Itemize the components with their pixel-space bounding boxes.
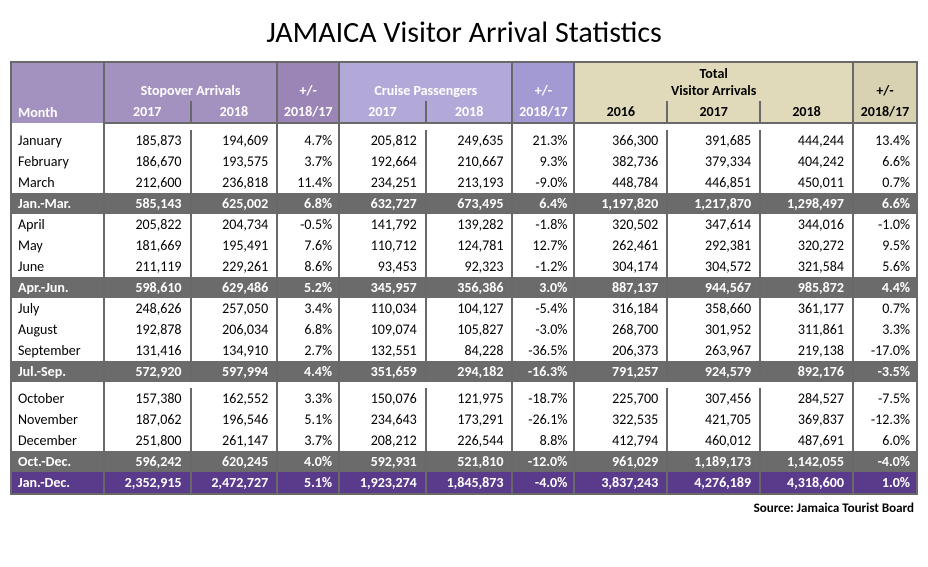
month-cell: Apr.-Jun. xyxy=(11,277,104,298)
col-cruise: Cruise Passengers xyxy=(339,62,512,101)
month-cell: November xyxy=(11,409,104,430)
subtotal-row: Jan.-Mar.585,143625,0026.8%632,727673,49… xyxy=(11,193,917,214)
month-cell: March xyxy=(11,172,104,193)
data-row: August192,878206,0346.8%109,074105,827-3… xyxy=(11,319,917,340)
subtotal-row: Apr.-Jun.598,610629,4865.2%345,957356,38… xyxy=(11,277,917,298)
subtotal-row: Oct.-Dec.596,242620,2454.0%592,931521,81… xyxy=(11,451,917,472)
data-row: November187,062196,5465.1%234,643173,291… xyxy=(11,409,917,430)
page-title: JAMAICA Visitor Arrival Statistics xyxy=(10,14,918,51)
col-total: TotalVisitor Arrivals xyxy=(574,62,853,101)
year-total-row: Jan.-Dec.2,352,9152,472,7275.1%1,923,274… xyxy=(11,472,917,494)
data-row: December251,800261,1473.7%208,212226,544… xyxy=(11,430,917,451)
data-row: July248,626257,0503.4%110,034104,127-5.4… xyxy=(11,298,917,319)
data-row: June211,119229,2618.6%93,45392,323-1.2%3… xyxy=(11,256,917,277)
stats-table: MonthStopover Arrivals+/-Cruise Passenge… xyxy=(10,61,918,495)
col-pm3: +/- xyxy=(853,62,917,101)
month-cell: September xyxy=(11,340,104,361)
month-cell: Jan.-Dec. xyxy=(11,472,104,494)
col-pm1: +/- xyxy=(277,62,339,101)
month-cell: January xyxy=(11,130,104,151)
data-row: March212,600236,81811.4%234,251213,193-9… xyxy=(11,172,917,193)
source-label: Source: Jamaica Tourist Board xyxy=(10,501,918,516)
data-row: September131,416134,9102.7%132,55184,228… xyxy=(11,340,917,361)
col-pm2: +/- xyxy=(512,62,574,101)
month-cell: October xyxy=(11,388,104,409)
month-cell: December xyxy=(11,430,104,451)
month-cell: July xyxy=(11,298,104,319)
data-row: May181,669195,4917.6%110,712124,78112.7%… xyxy=(11,235,917,256)
month-cell: February xyxy=(11,151,104,172)
month-cell: May xyxy=(11,235,104,256)
data-row: February186,670193,5753.7%192,664210,667… xyxy=(11,151,917,172)
month-cell: August xyxy=(11,319,104,340)
data-row: October157,380162,5523.3%150,076121,975-… xyxy=(11,388,917,409)
month-cell: April xyxy=(11,214,104,235)
data-row: April205,822204,734-0.5%141,792139,282-1… xyxy=(11,214,917,235)
month-cell: Jan.-Mar. xyxy=(11,193,104,214)
col-month: Month xyxy=(11,62,104,123)
month-cell: June xyxy=(11,256,104,277)
subtotal-row: Jul.-Sep.572,920597,9944.4%351,659294,18… xyxy=(11,361,917,382)
month-cell: Jul.-Sep. xyxy=(11,361,104,382)
month-cell: Oct.-Dec. xyxy=(11,451,104,472)
data-row: January185,873194,6094.7%205,812249,6352… xyxy=(11,130,917,151)
col-stopover: Stopover Arrivals xyxy=(104,62,277,101)
